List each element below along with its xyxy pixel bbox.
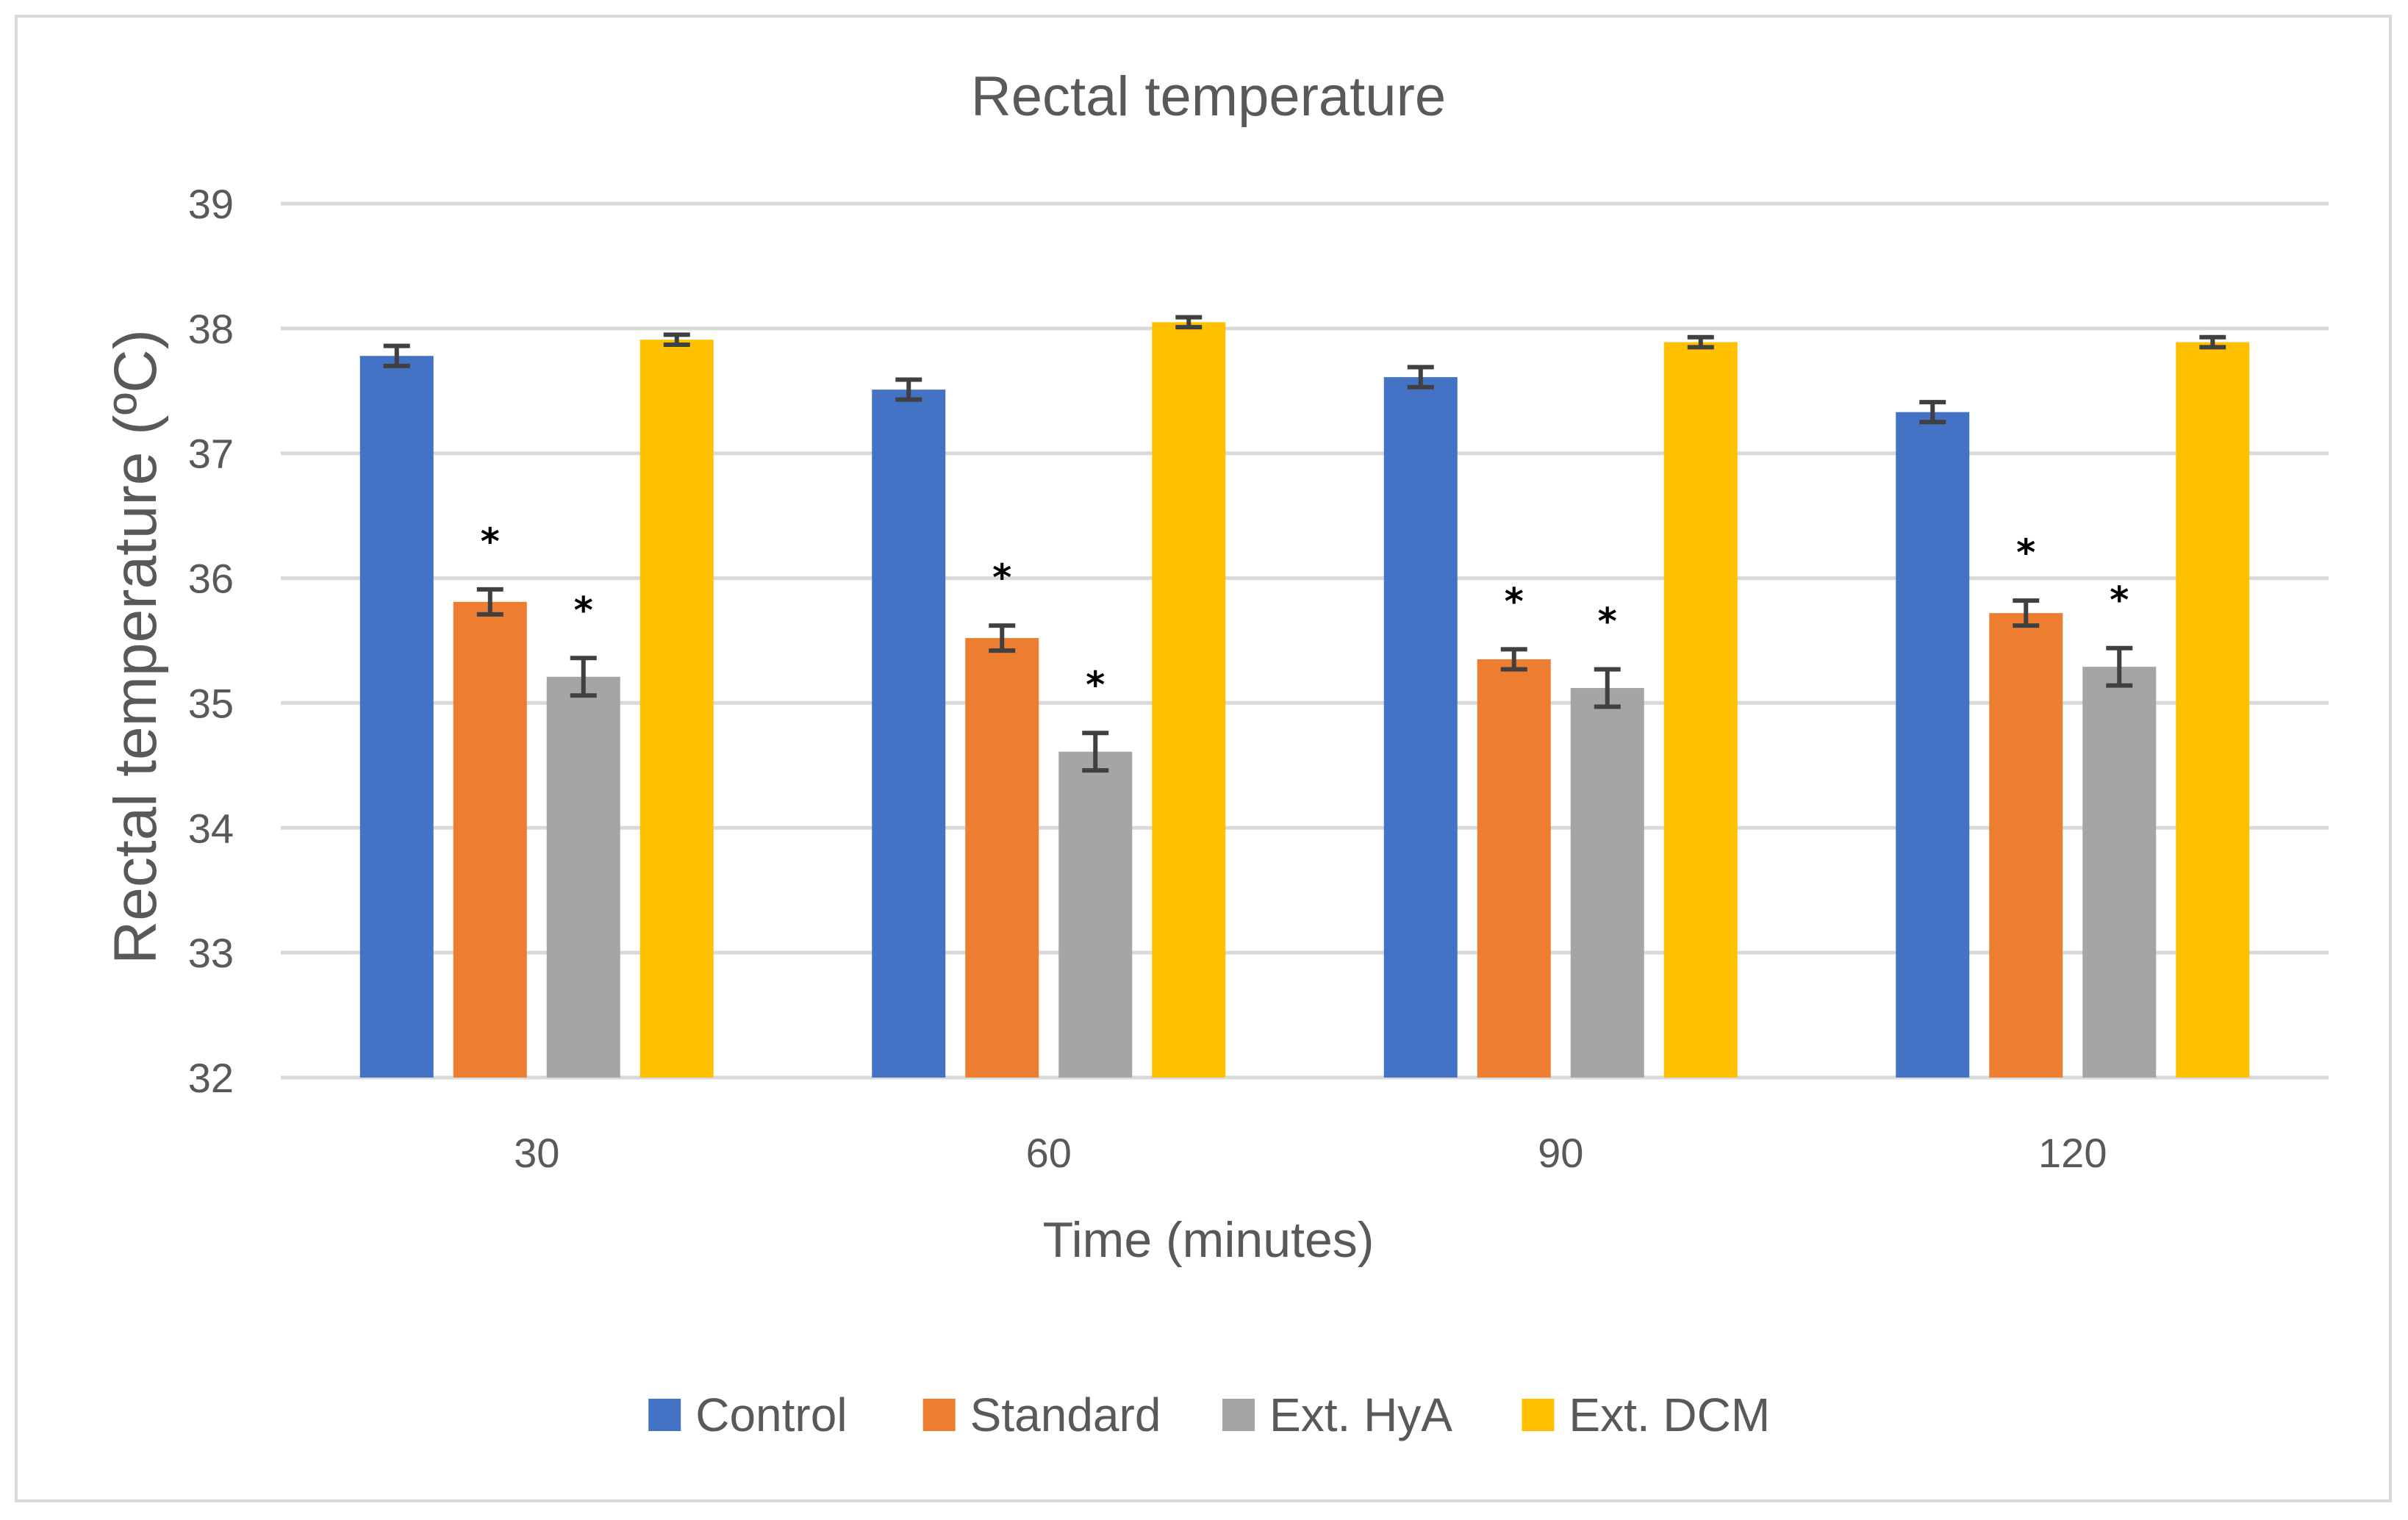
bar-standard-120 (1989, 613, 2063, 1078)
x-tick-label: 60 (1026, 1130, 1072, 1176)
bar-ext-hya-60 (1058, 751, 1133, 1078)
error-bars (383, 315, 2226, 773)
x-axis-title: Time (minutes) (1043, 1212, 1375, 1268)
legend-swatch (922, 1399, 956, 1431)
significance-marker: * (2110, 579, 2129, 622)
legend-item-control: Control (648, 1388, 848, 1441)
legend-swatch (648, 1399, 681, 1431)
y-axis-title: Rectal temperature (ºC) (102, 329, 169, 964)
y-tick-label: 37 (188, 431, 234, 477)
significance-markers: * * * * * * * * (481, 520, 2129, 706)
y-tick-label: 35 (188, 680, 234, 726)
legend-swatch (1222, 1399, 1255, 1431)
bar-ext-dcm-30 (639, 340, 714, 1078)
significance-marker: * (1598, 601, 1617, 643)
x-tick-label: 90 (1538, 1130, 1583, 1176)
legend: Control Standard Ext. HyA Ext. DCM (648, 1388, 1770, 1441)
significance-marker: * (992, 556, 1011, 599)
bar-standard-60 (965, 638, 1039, 1078)
y-tick-label: 39 (188, 181, 234, 227)
bar-ext-dcm-120 (2176, 342, 2250, 1078)
bar-control-60 (872, 390, 946, 1078)
significance-marker: * (574, 589, 593, 631)
x-tick-label: 30 (514, 1130, 559, 1176)
significance-marker: * (2016, 531, 2035, 574)
gridlines (281, 201, 2329, 1080)
legend-label: Control (695, 1388, 847, 1441)
bars (359, 322, 2250, 1078)
y-tick-label: 33 (188, 930, 234, 976)
bar-ext-dcm-90 (1663, 342, 1738, 1078)
significance-marker: * (481, 520, 500, 563)
y-tick-label: 38 (188, 306, 234, 352)
chart-title: Rectal temperature (971, 65, 1446, 128)
bar-standard-30 (453, 601, 527, 1078)
bar-ext-hya-120 (2082, 667, 2157, 1078)
legend-swatch (1522, 1399, 1555, 1431)
bar-control-30 (359, 356, 434, 1078)
y-tick-label: 36 (188, 556, 234, 602)
x-tick-labels: 30 60 90 120 (514, 1130, 2107, 1176)
y-tick-label: 32 (188, 1055, 234, 1101)
legend-item-ext-hya: Ext. HyA (1222, 1388, 1452, 1441)
significance-marker: * (1505, 580, 1524, 623)
bar-ext-hya-90 (1570, 688, 1644, 1078)
legend-label: Standard (970, 1388, 1161, 1441)
y-tick-label: 34 (188, 805, 234, 851)
bar-ext-hya-30 (546, 676, 620, 1078)
bar-control-120 (1896, 412, 1970, 1078)
legend-label: Ext. DCM (1569, 1388, 1770, 1441)
bar-ext-dcm-60 (1152, 322, 1226, 1078)
bar-standard-90 (1477, 659, 1551, 1078)
x-tick-label: 120 (2038, 1130, 2107, 1176)
legend-label: Ext. HyA (1269, 1388, 1452, 1441)
bar-control-90 (1383, 377, 1458, 1078)
legend-item-ext-dcm: Ext. DCM (1522, 1388, 1770, 1441)
legend-item-standard: Standard (922, 1388, 1161, 1441)
significance-marker: * (1086, 664, 1105, 706)
y-tick-labels: 32 33 34 35 36 37 38 39 (188, 181, 234, 1101)
